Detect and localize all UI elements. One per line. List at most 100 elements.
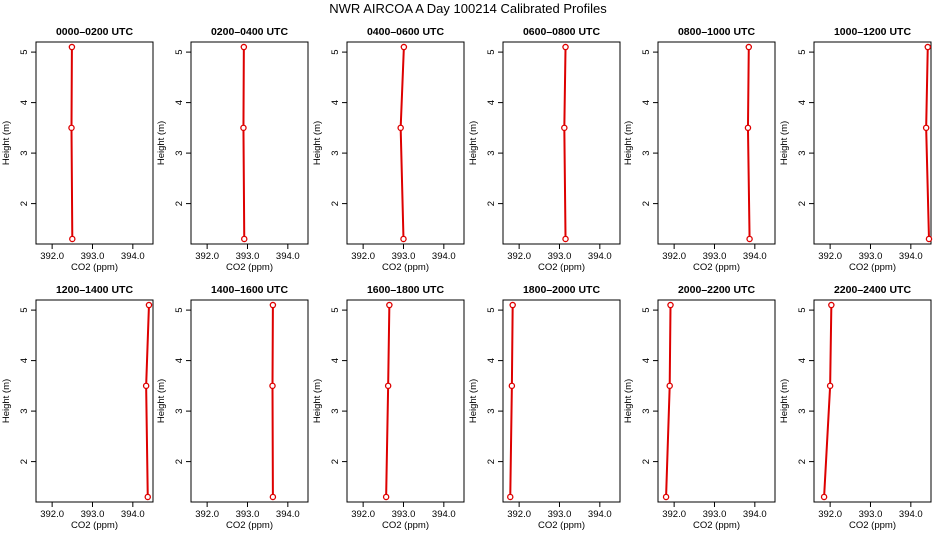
x-tick-label: 394.0 bbox=[743, 509, 767, 520]
data-point bbox=[508, 382, 516, 390]
x-tick-label: 393.0 bbox=[859, 251, 883, 262]
y-axis-label: Height (m) bbox=[468, 379, 479, 423]
plot-frame bbox=[502, 41, 621, 245]
y-tick-label: 4 bbox=[330, 100, 341, 105]
profile-line bbox=[509, 305, 514, 497]
data-point bbox=[507, 493, 514, 501]
y-tick-label: 4 bbox=[19, 100, 30, 105]
y-tick-label: 2 bbox=[174, 459, 185, 464]
y-tick-label: 4 bbox=[174, 358, 185, 363]
panel-title: 0200–0400 UTC bbox=[211, 26, 288, 38]
y-axis-label: Height (m) bbox=[312, 121, 323, 165]
data-point bbox=[397, 124, 404, 132]
y-tick-label: 5 bbox=[641, 307, 652, 312]
profile-line bbox=[385, 305, 391, 497]
data-point bbox=[662, 493, 670, 501]
data-point bbox=[826, 382, 834, 390]
x-tick-label: 394.0 bbox=[743, 251, 767, 262]
y-tick-label: 3 bbox=[19, 150, 30, 155]
panel-title: 0600–0800 UTC bbox=[523, 26, 600, 38]
x-axis-label: CO2 (ppm) bbox=[71, 520, 118, 531]
x-tick-label: 393.0 bbox=[392, 509, 416, 520]
profile-line bbox=[925, 47, 930, 239]
data-point bbox=[744, 124, 752, 132]
x-tick-label: 394.0 bbox=[899, 509, 923, 520]
data-point bbox=[509, 301, 516, 309]
y-tick-label: 2 bbox=[330, 459, 341, 464]
y-tick-label: 4 bbox=[486, 358, 497, 363]
x-tick-label: 394.0 bbox=[121, 251, 145, 262]
y-tick-label: 4 bbox=[19, 358, 30, 363]
y-tick-label: 3 bbox=[174, 150, 185, 155]
y-tick-label: 3 bbox=[19, 408, 30, 413]
x-axis-label: CO2 (ppm) bbox=[71, 262, 118, 273]
plot-frame bbox=[657, 41, 776, 245]
panel-title: 1600–1800 UTC bbox=[367, 284, 444, 296]
data-point bbox=[269, 301, 277, 309]
data-point bbox=[240, 43, 248, 51]
data-point bbox=[241, 235, 248, 243]
plot-frame bbox=[35, 41, 154, 245]
y-tick-label: 4 bbox=[330, 358, 341, 363]
x-tick-label: 394.0 bbox=[899, 251, 923, 262]
x-tick-label: 394.0 bbox=[121, 509, 145, 520]
x-tick-label: 394.0 bbox=[432, 509, 456, 520]
x-axis-label: CO2 (ppm) bbox=[538, 520, 585, 531]
panel-title: 0800–1000 UTC bbox=[678, 26, 755, 38]
x-tick-label: 394.0 bbox=[276, 251, 300, 262]
y-tick-label: 3 bbox=[174, 408, 185, 413]
x-tick-label: 394.0 bbox=[432, 251, 456, 262]
y-tick-label: 2 bbox=[19, 201, 30, 206]
x-tick-label: 394.0 bbox=[588, 509, 612, 520]
y-tick-label: 5 bbox=[19, 49, 30, 54]
profile-line bbox=[665, 305, 672, 497]
plot-frame bbox=[346, 41, 465, 245]
data-point bbox=[562, 235, 569, 243]
x-tick-label: 393.0 bbox=[81, 251, 105, 262]
y-tick-label: 3 bbox=[330, 408, 341, 413]
panel-title: 1400–1600 UTC bbox=[211, 284, 288, 296]
x-axis-label: CO2 (ppm) bbox=[849, 520, 896, 531]
plot-frame bbox=[190, 299, 309, 503]
y-tick-label: 5 bbox=[486, 49, 497, 54]
y-tick-label: 4 bbox=[641, 358, 652, 363]
y-tick-label: 3 bbox=[330, 150, 341, 155]
y-tick-label: 5 bbox=[19, 307, 30, 312]
y-tick-label: 3 bbox=[641, 408, 652, 413]
x-tick-label: 393.0 bbox=[703, 509, 727, 520]
data-point bbox=[69, 235, 76, 243]
x-tick-label: 392.0 bbox=[507, 509, 531, 520]
x-tick-label: 392.0 bbox=[662, 251, 686, 262]
x-axis-label: CO2 (ppm) bbox=[538, 262, 585, 273]
y-tick-label: 2 bbox=[486, 201, 497, 206]
profile-line bbox=[145, 305, 150, 497]
data-point bbox=[68, 124, 75, 132]
x-tick-label: 393.0 bbox=[548, 509, 572, 520]
x-tick-label: 393.0 bbox=[859, 509, 883, 520]
y-tick-label: 3 bbox=[797, 408, 808, 413]
x-tick-label: 393.0 bbox=[81, 509, 105, 520]
y-axis-label: Height (m) bbox=[1, 121, 12, 165]
y-tick-label: 4 bbox=[174, 100, 185, 105]
panel-title: 1200–1400 UTC bbox=[56, 284, 133, 296]
x-tick-label: 393.0 bbox=[236, 509, 260, 520]
y-tick-label: 3 bbox=[486, 150, 497, 155]
y-tick-label: 4 bbox=[797, 358, 808, 363]
x-axis-label: CO2 (ppm) bbox=[693, 520, 740, 531]
x-axis-label: CO2 (ppm) bbox=[226, 262, 273, 273]
y-tick-label: 3 bbox=[486, 408, 497, 413]
x-axis-label: CO2 (ppm) bbox=[849, 262, 896, 273]
y-tick-label: 2 bbox=[330, 201, 341, 206]
x-tick-label: 392.0 bbox=[195, 509, 219, 520]
panel-title: 2000–2200 UTC bbox=[678, 284, 755, 296]
data-point bbox=[745, 43, 753, 51]
x-axis-label: CO2 (ppm) bbox=[226, 520, 273, 531]
data-point bbox=[820, 493, 828, 501]
y-tick-label: 5 bbox=[330, 49, 341, 54]
